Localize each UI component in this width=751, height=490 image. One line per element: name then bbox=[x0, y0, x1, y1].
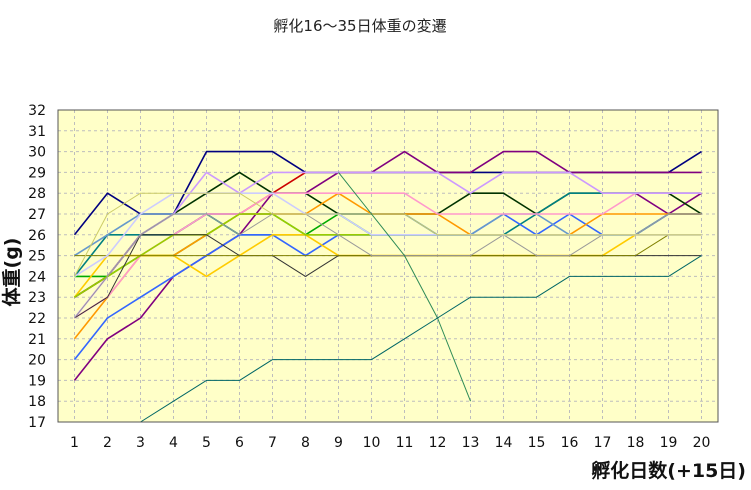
y-tick-label: 31 bbox=[28, 124, 46, 140]
series-line-12 bbox=[74, 192, 702, 319]
y-tick-label: 22 bbox=[28, 311, 46, 327]
x-tick-label: 7 bbox=[268, 435, 277, 451]
x-tick-label: 20 bbox=[693, 435, 711, 451]
series-line-20 bbox=[338, 172, 471, 402]
y-tick-label: 23 bbox=[28, 290, 46, 306]
y-tick-label: 32 bbox=[28, 103, 46, 119]
x-tick-label: 5 bbox=[202, 435, 211, 451]
series-layer bbox=[73, 150, 702, 423]
y-tick-label: 29 bbox=[28, 165, 46, 181]
y-tick-label: 20 bbox=[28, 353, 46, 369]
y-tick-label: 21 bbox=[28, 332, 46, 348]
plot-area bbox=[57, 109, 719, 423]
series-line-17 bbox=[74, 213, 702, 319]
x-tick-label: 19 bbox=[660, 435, 678, 451]
x-tick-label: 17 bbox=[594, 435, 612, 451]
x-tick-label: 10 bbox=[363, 435, 381, 451]
x-tick-label: 14 bbox=[495, 435, 513, 451]
x-tick-label: 13 bbox=[462, 435, 480, 451]
x-axis-ticks: 1 2 3 4 5 6 7 8 9 10 11 12 13 14 15 16 17 18 19 20 bbox=[70, 435, 710, 451]
series-line-13 bbox=[73, 171, 702, 319]
x-tick-label: 16 bbox=[561, 435, 579, 451]
x-tick-label: 15 bbox=[528, 435, 546, 451]
y-tick-label: 19 bbox=[28, 373, 46, 389]
x-tick-label: 4 bbox=[169, 435, 178, 451]
chart-title: 孵化16〜35日体重の変遷 bbox=[273, 17, 446, 35]
y-tick-label: 24 bbox=[28, 269, 46, 285]
x-tick-label: 18 bbox=[627, 435, 645, 451]
x-tick-label: 12 bbox=[429, 435, 447, 451]
x-axis-label: 孵化日数(+15日) bbox=[591, 459, 746, 482]
x-tick-label: 8 bbox=[301, 435, 310, 451]
y-tick-label: 18 bbox=[28, 394, 46, 410]
x-tick-label: 9 bbox=[334, 435, 343, 451]
y-tick-label: 27 bbox=[28, 207, 46, 223]
y-axis-ticks: 17 18 19 20 21 22 23 24 25 26 27 28 29 30 31 32 bbox=[28, 103, 46, 431]
x-tick-label: 2 bbox=[103, 435, 112, 451]
series-line-19 bbox=[74, 192, 702, 277]
x-tick-label: 6 bbox=[235, 435, 244, 451]
y-tick-label: 17 bbox=[28, 415, 46, 431]
y-axis-label: 体重(g) bbox=[0, 238, 23, 307]
x-tick-label: 3 bbox=[136, 435, 145, 451]
y-tick-label: 26 bbox=[28, 228, 46, 244]
y-tick-label: 28 bbox=[28, 186, 46, 202]
x-tick-label: 11 bbox=[396, 435, 414, 451]
series-line-21 bbox=[140, 255, 702, 423]
y-tick-label: 30 bbox=[28, 145, 46, 161]
y-tick-label: 25 bbox=[28, 249, 46, 265]
plot-frame bbox=[57, 109, 719, 423]
x-tick-label: 1 bbox=[70, 435, 79, 451]
